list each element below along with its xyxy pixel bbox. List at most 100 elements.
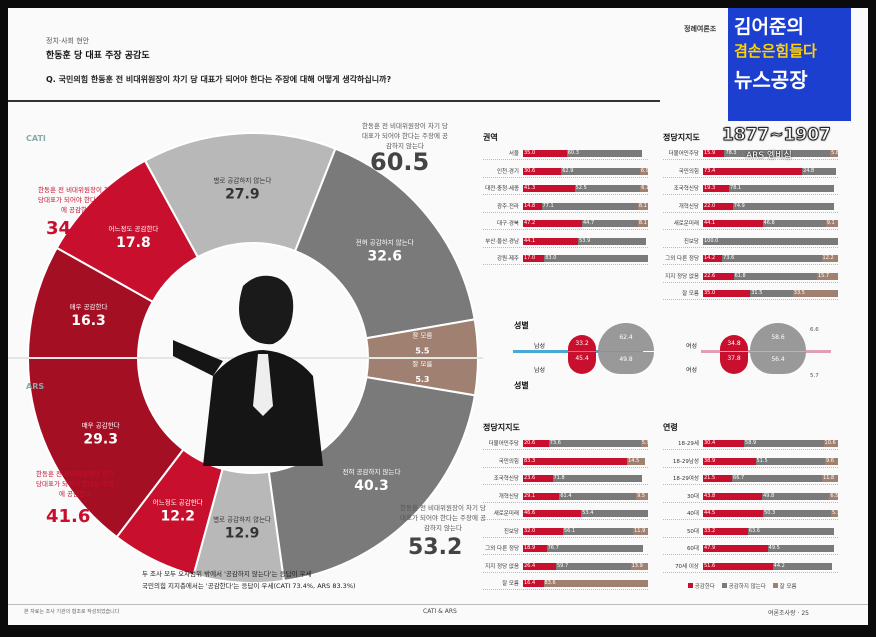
panel-title: 정당지지도	[483, 423, 520, 432]
bar-segment: 9.5	[636, 492, 648, 500]
legend-unknown: 잘 모름	[779, 584, 797, 590]
bar-category: 대구·경북	[497, 221, 519, 227]
bar-segment: 44.1	[523, 237, 579, 245]
bar-category: 40대	[686, 511, 699, 517]
bar-segment: 30.4	[703, 440, 745, 447]
bar-category: 인천·경기	[497, 168, 519, 175]
bar-segment: 49.5	[767, 545, 835, 552]
ars-disagree-total: 53.2	[408, 535, 463, 560]
gender-disagree-mark: 49.8	[598, 352, 654, 374]
legend: 공감한다 공감하지 않는다 잘 모름	[688, 582, 797, 590]
bar-segment: 61.8	[733, 272, 817, 280]
slice-label: 별로 공감하지 않는다	[213, 175, 271, 184]
report-page: 정치·사회 현안 한동훈 당 대표 주장 공감도 Q. 국민의힘 한동훈 전 비…	[8, 8, 868, 625]
bar-row: 광주·전라 14.8 77.1 8.1	[483, 202, 648, 213]
slice-label: 어느정도 공감한다	[109, 224, 159, 233]
panel-title: 권역	[483, 133, 498, 142]
slice-value: 16.3	[71, 313, 106, 329]
bar-row: 60대 47.9 49.5	[663, 545, 838, 555]
gender-label: 여성	[686, 343, 698, 350]
bar-segment: 52.5	[574, 185, 641, 192]
bar-segment: 77.1	[541, 202, 638, 210]
bar-segment: 8.1	[637, 220, 648, 227]
bar-segment: 5.3	[830, 510, 839, 517]
gender-agree-mark: 33.2	[568, 335, 596, 351]
bar-category: 새로운미래	[673, 221, 699, 227]
slice-label: 어느정도 공감한다	[153, 497, 203, 506]
banner-sub: ARS 엠비십	[746, 151, 792, 161]
cati-agree-title: 한동훈 전 비대위원장이 차기 당대표가 되어야 한다는 주장에 공감한다	[38, 186, 116, 214]
cati-disagree-title: 한동훈 전 비대위원장이 차기 당대표가 되어야 한다는 주장에 공감하지 않는…	[361, 122, 448, 150]
gender-disagree-mark: 62.4	[598, 323, 654, 351]
bar-row: 더불어민주당 20.6 73.6 5.9	[483, 440, 649, 450]
bar-segment: 31.5	[750, 290, 793, 297]
bar-category: 30대	[686, 493, 699, 500]
bar-segment: 9.1	[825, 220, 838, 227]
bar-segment: 26.4	[523, 562, 556, 570]
bar-row: 인천·경기 30.6 62.9 6.5	[483, 167, 648, 178]
bar-row: 개혁신당 22.0 74.9	[663, 202, 838, 213]
bar-segment: 73.4	[703, 167, 803, 175]
bar-category: 국민의힘	[678, 168, 699, 175]
footer-rule	[8, 604, 868, 605]
bar-segment: 44.2	[772, 562, 833, 570]
slice-value: 12.9	[225, 526, 260, 542]
gender-title-top: 성별	[514, 321, 529, 330]
bar-segment: 24.8	[802, 167, 836, 175]
donut-slice-ars	[115, 448, 224, 577]
cati-label: CATI	[26, 134, 46, 143]
bar-segment: 35.0	[523, 150, 567, 157]
bar-segment: 11.9	[633, 527, 648, 535]
bar-segment: 61.4	[559, 492, 637, 500]
ars-agree-title: 한동훈 전 비대위원장이 차기 당대표가 되어야 한다는 주장에 공감한다	[36, 470, 114, 498]
bar-segment: 78.1	[729, 185, 835, 192]
bar-row: 강원·제주 17.0 83.0	[483, 255, 648, 265]
bar-category: 60대	[686, 546, 699, 552]
slice-label: 매우 공감한다	[70, 302, 108, 311]
bar-segment: 71.8	[552, 475, 643, 482]
bar-category: 18-29세	[677, 441, 699, 447]
bar-category: 그외 다른 정당	[485, 546, 519, 552]
bar-category: 대전·충청·세종	[485, 186, 519, 192]
bar-segment: 43.8	[703, 492, 763, 500]
bar-category: 부산·울산·경남	[485, 238, 519, 245]
bar-segment: 83.3	[523, 457, 628, 465]
bar-row: 새로운미래 46.6 53.4	[483, 510, 648, 520]
bar-category: 개혁신당	[498, 493, 519, 500]
panel-title: 정당지지도	[663, 133, 700, 142]
bar-row: 그외 다른 정당 14.2 73.6 12.2	[663, 255, 838, 265]
banner-line3: 뉴스공장	[734, 68, 808, 92]
bar-segment: 10.6	[823, 440, 838, 447]
bar-segment: 47.9	[703, 545, 768, 552]
bar-row: 개혁신당 29.1 61.4 9.5	[483, 492, 648, 503]
bar-segment: 16.4	[523, 580, 544, 587]
bar-row: 지지 정당 없음 22.6 61.8 15.7	[663, 272, 839, 283]
bar-segment: 21.5	[703, 475, 733, 482]
bar-row: 그외 다른 정당 18.9 76.7	[483, 545, 648, 555]
bar-category: 그외 다른 정당	[665, 256, 699, 262]
bar-row: 새로운미래 44.1 46.8 9.1	[663, 220, 838, 230]
bar-category: 새로운미래	[493, 511, 519, 517]
bar-segment: 74.9	[732, 202, 834, 210]
bar-row: 18-29남성 38.9 51.5 9.6	[663, 457, 838, 468]
slice-value: 29.3	[83, 432, 118, 448]
page-title: 한동훈 당 대표 주장 공감도	[46, 51, 150, 61]
bar-segment: 14.5	[627, 457, 646, 465]
gender-label: 여성	[686, 367, 698, 374]
bar-segment: 66.7	[732, 475, 823, 482]
bar-row: 더불어민주당 15.9 78.3 5.8	[663, 150, 838, 160]
bar-row: 70세 이상 51.6 44.2	[663, 562, 838, 573]
donut-slice-ars	[192, 467, 286, 584]
bar-row: 30대 43.8 49.8 6.5	[663, 492, 839, 503]
bar-segment: 30.6	[523, 167, 562, 175]
banner-line1: 김어준의	[734, 16, 804, 38]
bar-segment: 5.8	[830, 150, 838, 157]
bar-row: 부산·울산·경남 44.1 53.9	[483, 237, 648, 248]
legend-disagree: 공감하지 않는다	[728, 584, 766, 590]
slice-value: 5.5	[415, 346, 430, 355]
bar-category: 잘 모름	[502, 581, 519, 587]
bar-row: 서울 35.0 60.3	[483, 150, 648, 160]
bar-category: 서울	[508, 151, 519, 157]
bar-row: 조국혁신당 19.3 78.1	[663, 185, 838, 195]
bar-row: 50대 33.2 63.6	[663, 527, 838, 538]
